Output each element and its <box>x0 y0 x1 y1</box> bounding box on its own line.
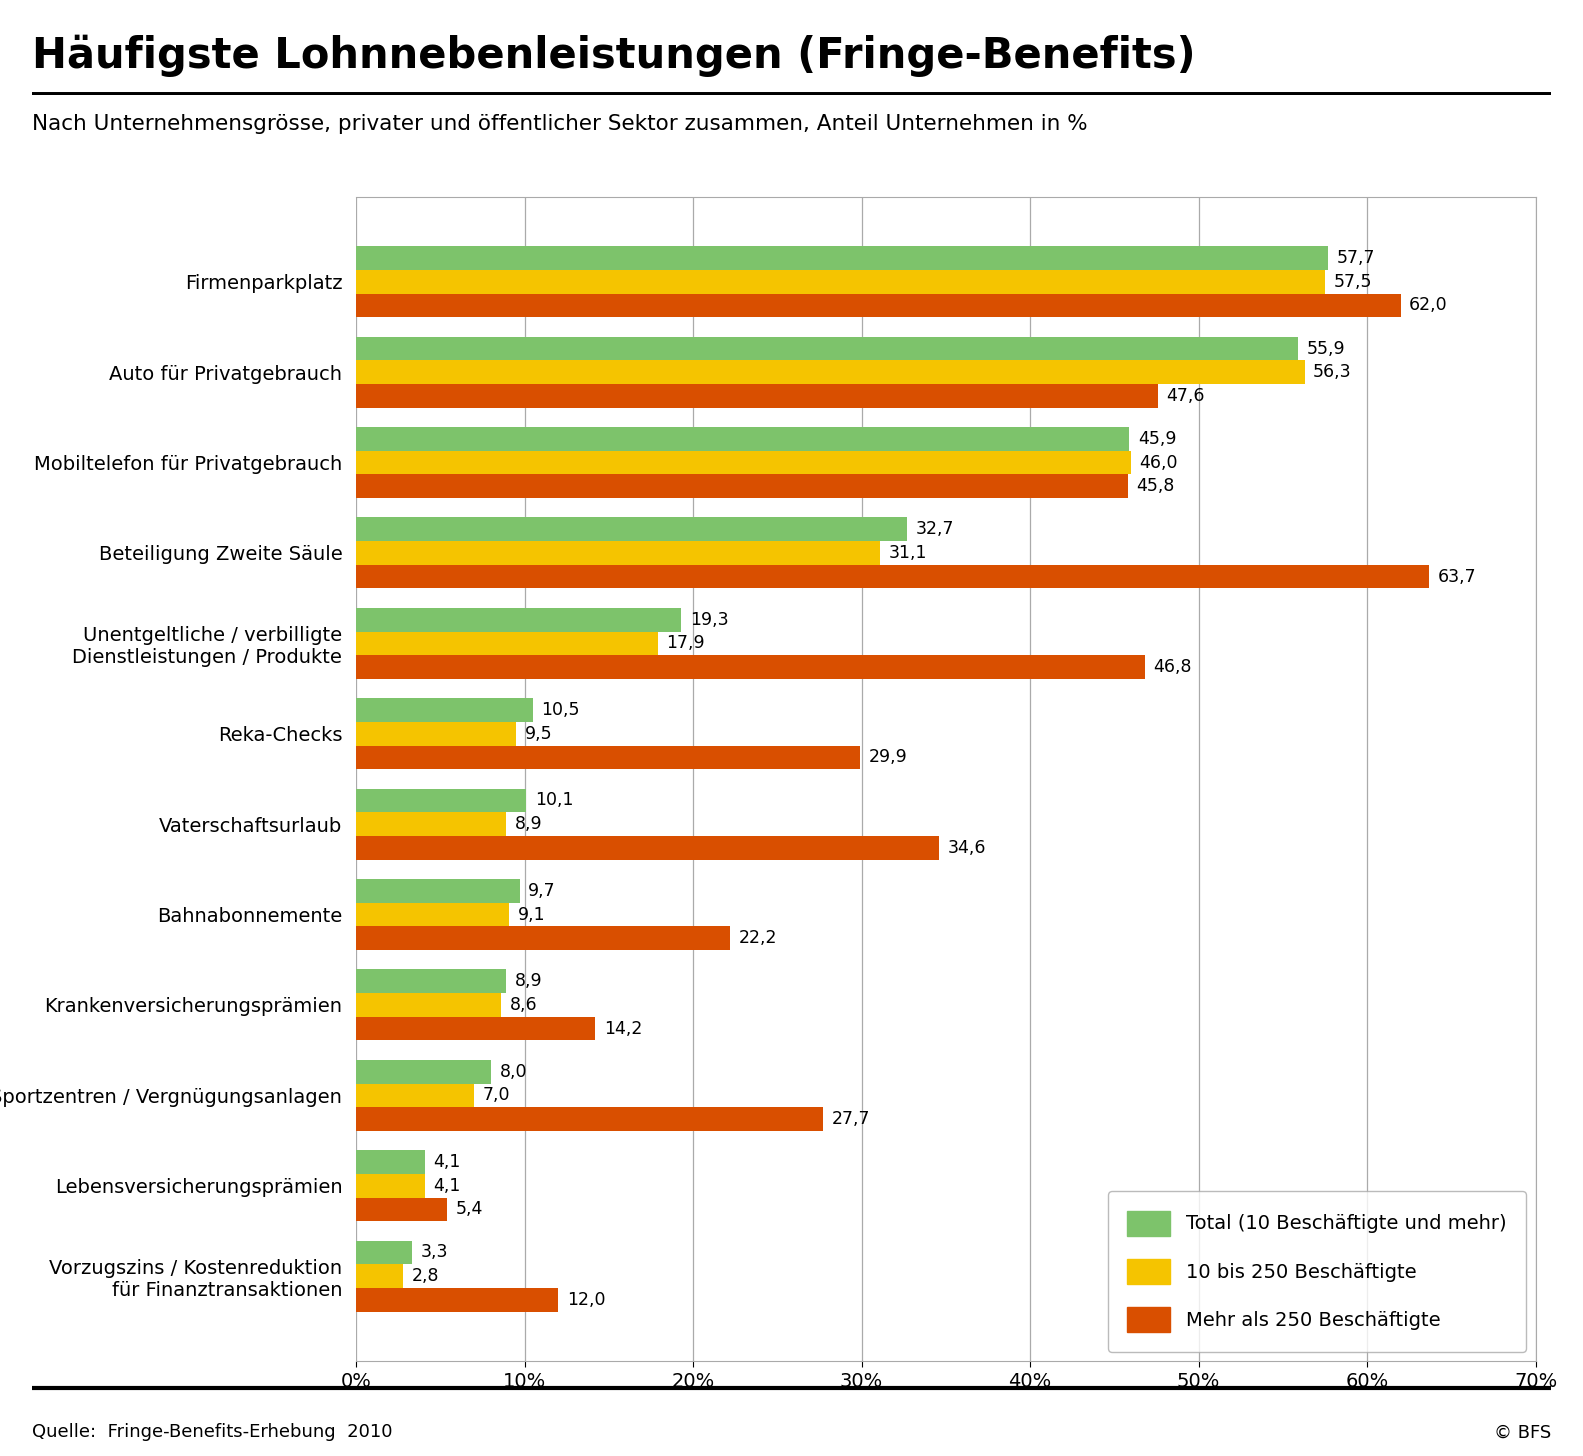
Text: 46,0: 46,0 <box>1140 454 1178 472</box>
Text: 9,1: 9,1 <box>518 906 546 923</box>
Text: 7,0: 7,0 <box>483 1086 510 1104</box>
Text: 9,5: 9,5 <box>524 725 552 743</box>
Text: 10,5: 10,5 <box>541 702 579 719</box>
Text: Nach Unternehmensgrösse, privater und öffentlicher Sektor zusammen, Anteil Unter: Nach Unternehmensgrösse, privater und öf… <box>32 114 1088 134</box>
Text: 29,9: 29,9 <box>869 748 907 766</box>
Text: 57,5: 57,5 <box>1333 272 1372 291</box>
Text: Quelle:  Fringe-Benefits-Erhebung  2010: Quelle: Fringe-Benefits-Erhebung 2010 <box>32 1424 393 1441</box>
Text: 5,4: 5,4 <box>456 1200 483 1219</box>
Bar <box>356 1083 475 1107</box>
Text: 8,9: 8,9 <box>514 973 541 990</box>
Bar <box>356 565 1429 588</box>
Text: 57,7: 57,7 <box>1336 249 1376 266</box>
Legend: Total (10 Beschäftigte und mehr), 10 bis 250 Beschäftigte, Mehr als 250 Beschäft: Total (10 Beschäftigte und mehr), 10 bis… <box>1108 1191 1526 1351</box>
Bar <box>356 1174 426 1198</box>
Text: 14,2: 14,2 <box>603 1019 643 1038</box>
Bar <box>356 789 526 812</box>
Text: 56,3: 56,3 <box>1314 363 1352 381</box>
Bar <box>356 1107 823 1131</box>
Bar <box>356 246 1328 269</box>
Text: 55,9: 55,9 <box>1306 339 1346 358</box>
Text: 34,6: 34,6 <box>948 839 986 856</box>
Bar <box>356 294 1401 317</box>
Text: 19,3: 19,3 <box>690 610 728 629</box>
Bar <box>356 336 1298 360</box>
Text: 8,6: 8,6 <box>510 996 537 1013</box>
Bar <box>356 517 907 542</box>
Bar <box>356 1060 491 1083</box>
Bar <box>356 1198 446 1222</box>
Text: 27,7: 27,7 <box>831 1109 869 1128</box>
Text: 3,3: 3,3 <box>419 1243 448 1261</box>
Text: 8,9: 8,9 <box>514 815 541 833</box>
Text: 17,9: 17,9 <box>666 635 704 652</box>
Text: 63,7: 63,7 <box>1437 568 1477 585</box>
Bar <box>356 926 730 951</box>
Bar <box>356 993 502 1016</box>
Bar <box>356 970 507 993</box>
Text: 2,8: 2,8 <box>412 1267 438 1286</box>
Bar <box>356 1016 595 1041</box>
Bar <box>356 1289 559 1312</box>
Bar <box>356 722 516 745</box>
Bar <box>356 384 1159 408</box>
Text: 31,1: 31,1 <box>888 545 928 562</box>
Bar <box>356 542 880 565</box>
Bar <box>356 607 681 632</box>
Text: 46,8: 46,8 <box>1152 658 1192 676</box>
Bar <box>356 360 1304 384</box>
Bar <box>356 903 510 926</box>
Text: 9,7: 9,7 <box>529 882 556 900</box>
Text: 12,0: 12,0 <box>567 1291 605 1309</box>
Text: 45,8: 45,8 <box>1137 478 1175 495</box>
Bar <box>356 879 519 903</box>
Text: 4,1: 4,1 <box>434 1153 461 1171</box>
Bar <box>356 836 939 859</box>
Text: 47,6: 47,6 <box>1167 387 1205 405</box>
Text: Häufigste Lohnnebenleistungen (Fringe-Benefits): Häufigste Lohnnebenleistungen (Fringe-Be… <box>32 35 1195 77</box>
Bar <box>356 655 1145 678</box>
Bar <box>356 475 1127 498</box>
Bar <box>356 812 507 836</box>
Bar <box>356 1264 404 1289</box>
Bar <box>356 427 1130 451</box>
Bar <box>356 699 533 722</box>
Bar <box>356 269 1325 294</box>
Bar <box>356 632 659 655</box>
Text: 22,2: 22,2 <box>739 929 777 948</box>
Bar <box>356 1241 412 1264</box>
Text: © BFS: © BFS <box>1494 1424 1551 1441</box>
Bar <box>356 451 1132 475</box>
Text: 10,1: 10,1 <box>535 792 573 810</box>
Text: 62,0: 62,0 <box>1409 297 1448 314</box>
Text: 45,9: 45,9 <box>1138 430 1176 448</box>
Text: 4,1: 4,1 <box>434 1176 461 1195</box>
Bar <box>356 1150 426 1174</box>
Text: 32,7: 32,7 <box>915 520 955 539</box>
Text: 8,0: 8,0 <box>499 1063 527 1080</box>
Bar <box>356 745 860 769</box>
